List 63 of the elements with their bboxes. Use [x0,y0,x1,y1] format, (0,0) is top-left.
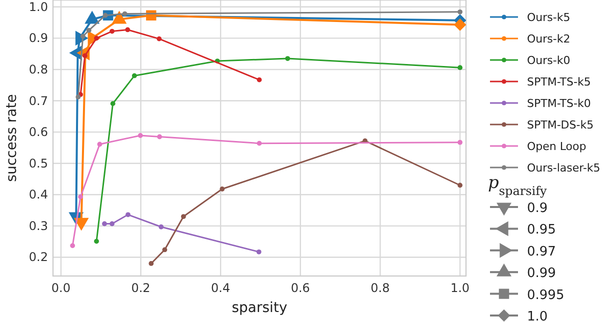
text: 0.97 [527,244,556,260]
text: 0.9 [527,201,548,216]
x-tick-label: 0.0 [51,281,71,295]
x-tick-label: 0.2 [131,281,150,295]
point [158,224,164,230]
y-tick-label: 0.3 [28,218,48,233]
y-tick-label: 0.8 [28,62,48,76]
point [125,27,130,32]
y-tick-label: 0.6 [28,125,48,140]
y-tick-label: 1.0 [28,0,48,14]
point [162,247,168,252]
point [110,28,115,34]
point [110,101,116,106]
legend-label: Ours-k5 [527,11,570,24]
point [126,212,130,218]
x-tick-label: 1.0 [450,281,470,295]
y-tick-label: 0.2 [28,250,48,264]
point [458,9,462,14]
point [220,186,225,192]
point [156,36,162,42]
y-tick-label: 0.4 [28,188,48,202]
y-axis-title: success rate [4,94,20,182]
x-tick-label: 0.8 [370,281,390,295]
point [458,65,462,70]
legend-title: p$_{sparsify}$ [488,173,548,198]
point [454,18,466,31]
point [110,221,115,226]
point [76,94,81,100]
point [148,261,154,266]
legend-label: SPTM-TS-k5 [527,76,591,88]
x-axis-title: sparsity [232,300,288,316]
point [97,142,102,147]
legend-label: SPTM-TS-k0 [527,97,591,110]
point [256,249,262,254]
point [70,243,76,248]
text: 0.995 [527,288,564,303]
y-tick-label: 0.9 [28,31,48,46]
text: 0.95 [527,222,556,238]
point [78,194,83,200]
point [458,140,462,145]
point [86,28,92,33]
text: 1.0 [527,310,548,322]
x-tick-label: 0.4 [211,281,230,295]
point [256,140,262,146]
point [94,238,99,244]
legend-label: SPTM-DS-k5 [527,118,594,132]
point [102,221,107,226]
point [132,73,137,78]
point [458,182,462,188]
legend-label: Ours-k2 [527,32,570,46]
point [157,134,162,140]
point [138,133,143,138]
point [122,11,128,16]
legend-label: Open Loop [527,140,586,153]
legend-label: Ours-k0 [527,54,570,67]
point [181,214,186,219]
text: 0.99 [527,266,556,282]
y-tick-label: 0.5 [28,156,48,170]
x-tick-label: 0.6 [290,281,310,295]
point [256,77,262,82]
point [285,56,290,61]
legend-label: Ours-laser-k5 [527,162,600,174]
y-tick-label: 0.7 [28,94,48,108]
